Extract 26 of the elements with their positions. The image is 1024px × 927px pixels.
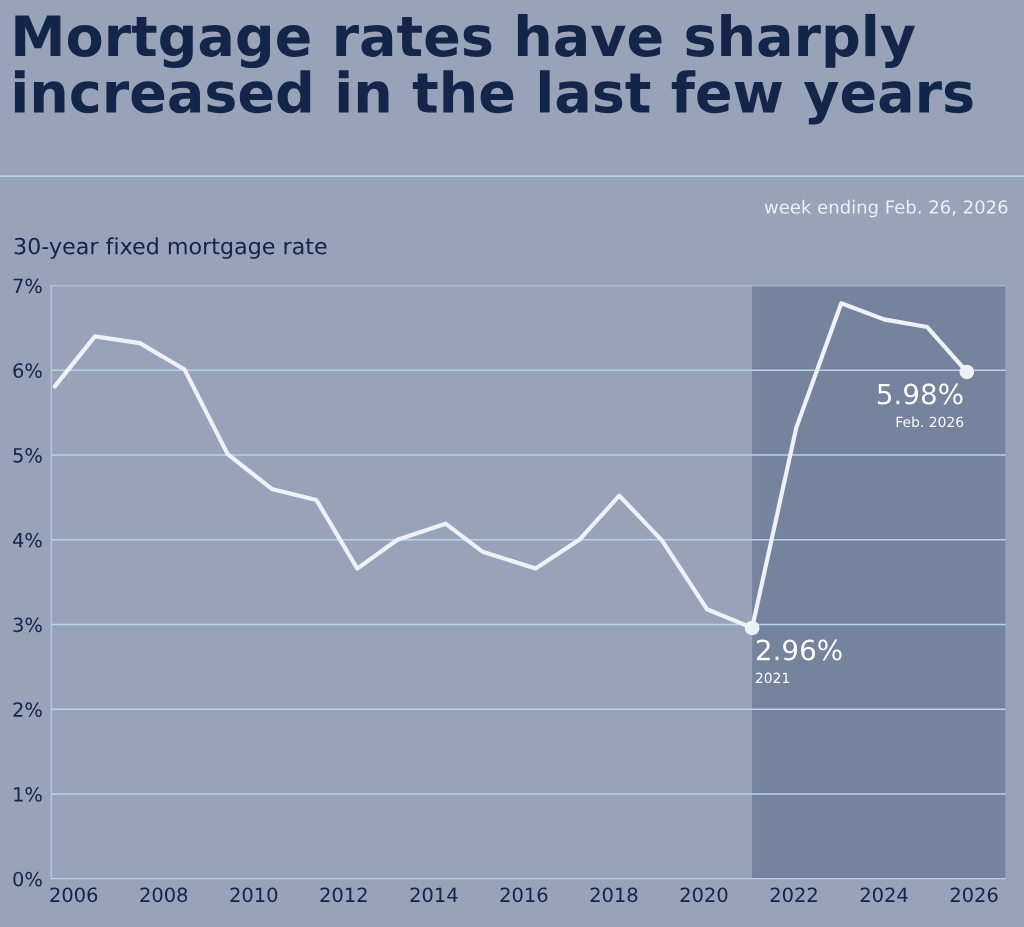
x-tick-label: 2026 (950, 887, 998, 903)
x-tick-label: 2022 (770, 887, 817, 903)
y-tick-label: 2% (13, 702, 42, 717)
x-tick-label: 2020 (680, 887, 728, 903)
x-tick-label: 2012 (320, 887, 367, 903)
annotation: 2021 (755, 672, 789, 684)
y-tick-label: 6% (13, 363, 42, 378)
annotation: Feb. 2026 (896, 416, 964, 428)
text: week ending Feb. 26, 2026 (764, 199, 1008, 218)
y-axis-title: 30-year fixed mortgage rate (14, 237, 327, 259)
y-tick-label: 4% (12, 532, 42, 548)
y-tick-label: 3% (13, 617, 42, 633)
annotation: 2.96% (756, 639, 842, 661)
x-tick-label: 2006 (50, 887, 98, 903)
x-tick-label: 2010 (230, 887, 278, 903)
y-tick-label: 7% (13, 278, 42, 294)
annotation: 5.98% (877, 383, 963, 405)
y-tick-label: 0% (13, 871, 42, 887)
chart-title: Mortgage rates have sharply increased in the last few years (14, 13, 973, 125)
y-tick-label: 1% (14, 787, 42, 802)
x-tick-label: 2008 (140, 887, 188, 903)
x-tick-label: 2016 (500, 887, 548, 903)
x-tick-label: 2018 (590, 887, 638, 903)
y-tick-label: 5% (13, 447, 42, 463)
x-tick-label: 2014 (410, 887, 458, 903)
x-tick-label: 2024 (860, 887, 908, 903)
